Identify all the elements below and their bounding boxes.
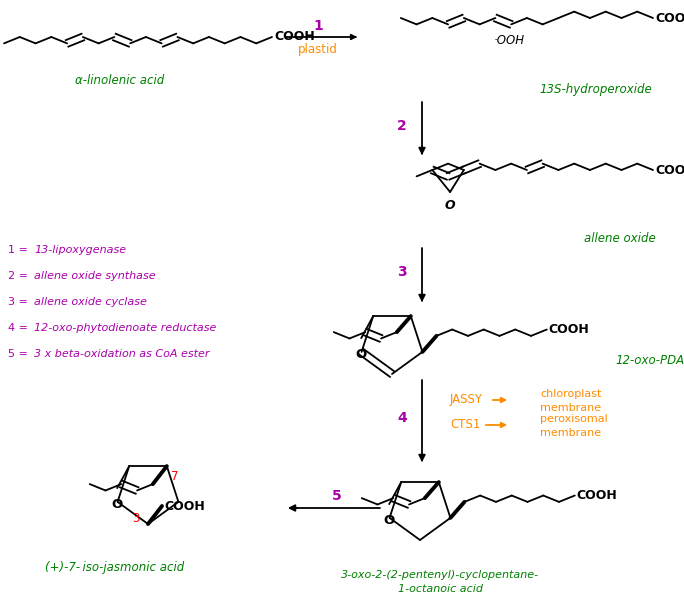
Text: 2 =: 2 = [8, 271, 31, 281]
Text: COOH: COOH [274, 30, 315, 44]
Text: 1-octanoic acid: 1-octanoic acid [397, 584, 482, 594]
Text: 13S-hydroperoxide: 13S-hydroperoxide [540, 83, 653, 97]
Text: α-linolenic acid: α-linolenic acid [75, 73, 165, 87]
Text: 3-oxo-2-(2-pentenyl)-cyclopentane-: 3-oxo-2-(2-pentenyl)-cyclopentane- [341, 570, 539, 580]
Text: 4: 4 [397, 411, 407, 425]
Text: O: O [384, 514, 395, 527]
Text: CTS1: CTS1 [450, 419, 480, 431]
Text: 12-oxo-phytodienoate reductase: 12-oxo-phytodienoate reductase [34, 323, 216, 333]
Text: ·OOH: ·OOH [494, 34, 525, 47]
Text: 12-oxo-PDA: 12-oxo-PDA [616, 353, 684, 367]
Text: chloroplast: chloroplast [540, 389, 601, 399]
Text: membrane: membrane [540, 403, 601, 413]
Text: 2: 2 [397, 119, 407, 133]
Text: allene oxide synthase: allene oxide synthase [34, 271, 156, 281]
Text: 3 x beta-oxidation as CoA ester: 3 x beta-oxidation as CoA ester [34, 349, 209, 359]
Text: O: O [356, 348, 367, 361]
Text: peroxisomal: peroxisomal [540, 414, 608, 424]
Text: 13-lipoxygenase: 13-lipoxygenase [34, 245, 126, 255]
Text: O: O [111, 498, 123, 511]
Text: plastid: plastid [298, 44, 338, 56]
Text: 1: 1 [313, 19, 323, 33]
Text: COOH: COOH [549, 323, 590, 336]
Text: 5: 5 [332, 489, 342, 503]
Text: O: O [445, 199, 456, 212]
Text: allene oxide: allene oxide [584, 232, 656, 244]
Text: 4 =: 4 = [8, 323, 31, 333]
Text: COOH: COOH [655, 163, 684, 177]
Text: (+)-7- iso-jasmonic acid: (+)-7- iso-jasmonic acid [45, 561, 185, 575]
Text: 3 =: 3 = [8, 297, 31, 307]
Text: 3: 3 [132, 511, 140, 525]
Text: membrane: membrane [540, 428, 601, 438]
Text: COOH: COOH [655, 11, 684, 24]
Text: 5 =: 5 = [8, 349, 31, 359]
Text: allene oxide cyclase: allene oxide cyclase [34, 297, 147, 307]
Text: 1 =: 1 = [8, 245, 31, 255]
Text: 7: 7 [171, 469, 179, 483]
Text: COOH: COOH [164, 500, 205, 512]
Text: 3: 3 [397, 265, 407, 279]
Text: JASSY: JASSY [450, 393, 483, 407]
Text: COOH: COOH [577, 489, 618, 502]
